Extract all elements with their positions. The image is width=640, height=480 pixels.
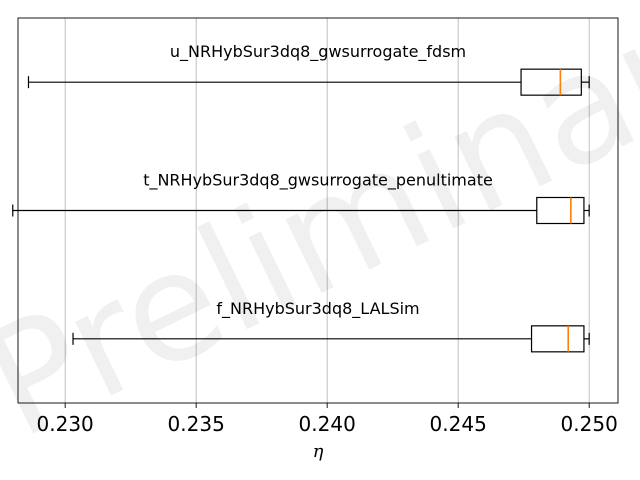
series-label: u_NRHybSur3dq8_gwsurrogate_fdsm: [170, 42, 466, 62]
box-iqr: [520, 68, 582, 96]
x-axis-label: η: [313, 441, 324, 462]
box-group: f_NRHybSur3dq8_LALSim: [72, 299, 590, 353]
series-label: f_NRHybSur3dq8_LALSim: [216, 299, 419, 319]
box-series: u_NRHybSur3dq8_gwsurrogate_fdsm t_NRHybSu…: [12, 42, 590, 353]
x-ticks: 0.230 0.235 0.240 0.245 0.250: [37, 403, 618, 436]
box-iqr: [530, 325, 585, 353]
x-tick-label: 0.230: [37, 412, 94, 436]
plot-frame: [17, 17, 619, 404]
series-label: t_NRHybSur3dq8_gwsurrogate_penultimate: [143, 171, 493, 191]
x-tick-label: 0.250: [561, 412, 618, 436]
x-tick-label: 0.245: [430, 412, 487, 436]
box-iqr: [536, 196, 585, 225]
x-tick-label: 0.240: [299, 412, 356, 436]
box-group: t_NRHybSur3dq8_gwsurrogate_penultimate: [12, 171, 590, 225]
box-group: u_NRHybSur3dq8_gwsurrogate_fdsm: [27, 42, 590, 96]
x-tick-label: 0.235: [168, 412, 225, 436]
